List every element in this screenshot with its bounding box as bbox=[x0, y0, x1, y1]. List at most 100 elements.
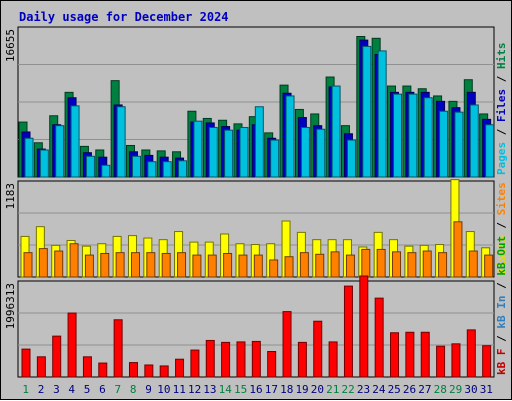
x-tick-label: 1 bbox=[22, 383, 29, 396]
bar-kb-f-day-18 bbox=[282, 311, 292, 378]
bar-kb-f-day-27 bbox=[420, 331, 430, 378]
x-tick-label: 2 bbox=[38, 383, 45, 396]
bar-sites-day-18 bbox=[284, 256, 294, 278]
x-tick-label: 9 bbox=[145, 383, 152, 396]
bar-kb-f-day-20 bbox=[313, 320, 323, 378]
bar-pages-day-8 bbox=[131, 155, 141, 178]
bar-sites-day-6 bbox=[100, 252, 110, 278]
x-tick-label: 26 bbox=[403, 383, 416, 396]
x-tick-label: 19 bbox=[295, 383, 308, 396]
legend-segment: Hits bbox=[495, 43, 508, 70]
bar-sites-day-20 bbox=[315, 253, 325, 278]
chart-panel-1: 16655 Pages / Files / Hits bbox=[4, 26, 508, 178]
bar-sites-day-4 bbox=[69, 243, 79, 278]
bar-sites-day-23 bbox=[361, 248, 371, 278]
bar-sites-day-8 bbox=[130, 252, 140, 278]
bar-pages-day-18 bbox=[285, 95, 295, 178]
bar-kb-f-day-10 bbox=[159, 365, 169, 378]
x-tick-label: 30 bbox=[464, 383, 477, 396]
x-tick-label: 5 bbox=[84, 383, 91, 396]
bar-kb-f-day-19 bbox=[297, 341, 307, 378]
x-tick-label: 4 bbox=[68, 383, 75, 396]
bar-sites-day-31 bbox=[484, 254, 494, 278]
bar-kb-f-day-31 bbox=[482, 345, 492, 378]
bar-sites-day-29 bbox=[453, 221, 463, 278]
bar-sites-day-16 bbox=[253, 254, 263, 278]
bar-sites-day-12 bbox=[192, 254, 202, 278]
bar-pages-day-23 bbox=[362, 45, 372, 178]
legend-segment: / bbox=[495, 69, 508, 89]
bar-sites-day-15 bbox=[238, 254, 248, 278]
bar-sites-day-3 bbox=[54, 250, 64, 278]
bar-kb-f-day-13 bbox=[205, 339, 215, 378]
y-max-label: 16655 bbox=[4, 29, 17, 62]
x-tick-label: 28 bbox=[434, 383, 447, 396]
legend-segment: kB F bbox=[495, 349, 508, 376]
bar-kb-f-day-15 bbox=[236, 341, 246, 378]
x-tick-label: 13 bbox=[203, 383, 216, 396]
bar-pages-day-26 bbox=[408, 93, 418, 178]
bar-pages-day-22 bbox=[346, 139, 356, 178]
x-tick-label: 29 bbox=[449, 383, 462, 396]
bar-kb-f-day-25 bbox=[390, 332, 400, 378]
bar-pages-day-3 bbox=[55, 125, 65, 178]
legend-segment: kB Out bbox=[495, 236, 508, 276]
x-tick-label: 25 bbox=[388, 383, 401, 396]
x-tick-label: 23 bbox=[357, 383, 370, 396]
x-tick-label: 16 bbox=[249, 383, 262, 396]
bar-pages-day-14 bbox=[224, 129, 234, 178]
bar-pages-day-16 bbox=[254, 106, 264, 178]
bar-kb-f-day-2 bbox=[36, 356, 46, 378]
bar-sites-day-25 bbox=[392, 251, 402, 278]
y-max-label: 1996313 bbox=[4, 283, 17, 329]
legend-segment: / bbox=[495, 215, 508, 235]
legend-segment: Visits bbox=[495, 235, 508, 275]
bar-pages-day-10 bbox=[162, 161, 172, 178]
bar-kb-f-day-8 bbox=[128, 362, 138, 378]
bar-pages-day-12 bbox=[193, 120, 203, 178]
bar-sites-day-19 bbox=[299, 252, 309, 278]
bar-kb-f-day-26 bbox=[405, 331, 415, 378]
bar-pages-day-5 bbox=[85, 155, 95, 178]
bar-sites-day-11 bbox=[177, 252, 187, 278]
bar-sites-day-27 bbox=[422, 250, 432, 278]
legend-segment: / bbox=[495, 276, 508, 296]
x-tick-label: 31 bbox=[480, 383, 493, 396]
bar-sites-day-28 bbox=[438, 252, 448, 278]
x-tick-label: 14 bbox=[219, 383, 233, 396]
legend-label: kB F / kB In / kB Out bbox=[495, 236, 508, 375]
legend-segment: / bbox=[495, 122, 508, 142]
bar-kb-f-day-6 bbox=[98, 362, 108, 378]
bar-pages-day-31 bbox=[485, 124, 495, 178]
legend-segment: kB In bbox=[495, 296, 508, 329]
legend-label: Visits / Sites bbox=[495, 182, 508, 275]
bar-sites-day-14 bbox=[223, 252, 233, 278]
bar-pages-day-6 bbox=[101, 164, 111, 178]
bar-kb-f-day-23 bbox=[359, 275, 369, 378]
legend-segment: Pages bbox=[495, 142, 508, 175]
bar-pages-day-30 bbox=[469, 104, 479, 178]
legend-segment: Files bbox=[495, 89, 508, 122]
bar-sites-day-9 bbox=[146, 252, 156, 278]
bar-kb-f-day-30 bbox=[466, 329, 476, 378]
bar-sites-day-13 bbox=[207, 254, 217, 278]
x-tick-label: 15 bbox=[234, 383, 247, 396]
legend-segment: / bbox=[495, 329, 508, 349]
chart-panel-2: 1183 Visits / Sites bbox=[4, 179, 508, 278]
bar-sites-day-10 bbox=[161, 252, 171, 278]
bar-pages-day-19 bbox=[300, 126, 310, 178]
x-tick-label: 8 bbox=[130, 383, 137, 396]
legend-segment: Sites bbox=[495, 182, 508, 215]
legend-label: Pages / Files / Hits bbox=[495, 43, 508, 176]
bar-kb-f-day-3 bbox=[52, 335, 62, 378]
bar-pages-day-29 bbox=[454, 111, 464, 178]
bar-sites-day-26 bbox=[407, 252, 417, 278]
bar-pages-day-20 bbox=[316, 128, 326, 178]
bar-kb-f-day-29 bbox=[451, 343, 461, 378]
bar-sites-day-24 bbox=[376, 248, 386, 278]
bar-kb-f-day-5 bbox=[82, 356, 92, 378]
bar-kb-f-day-9 bbox=[144, 364, 154, 378]
x-tick-label: 7 bbox=[114, 383, 121, 396]
bar-kb-f-day-24 bbox=[374, 297, 384, 378]
bar-sites-day-2 bbox=[38, 248, 48, 278]
